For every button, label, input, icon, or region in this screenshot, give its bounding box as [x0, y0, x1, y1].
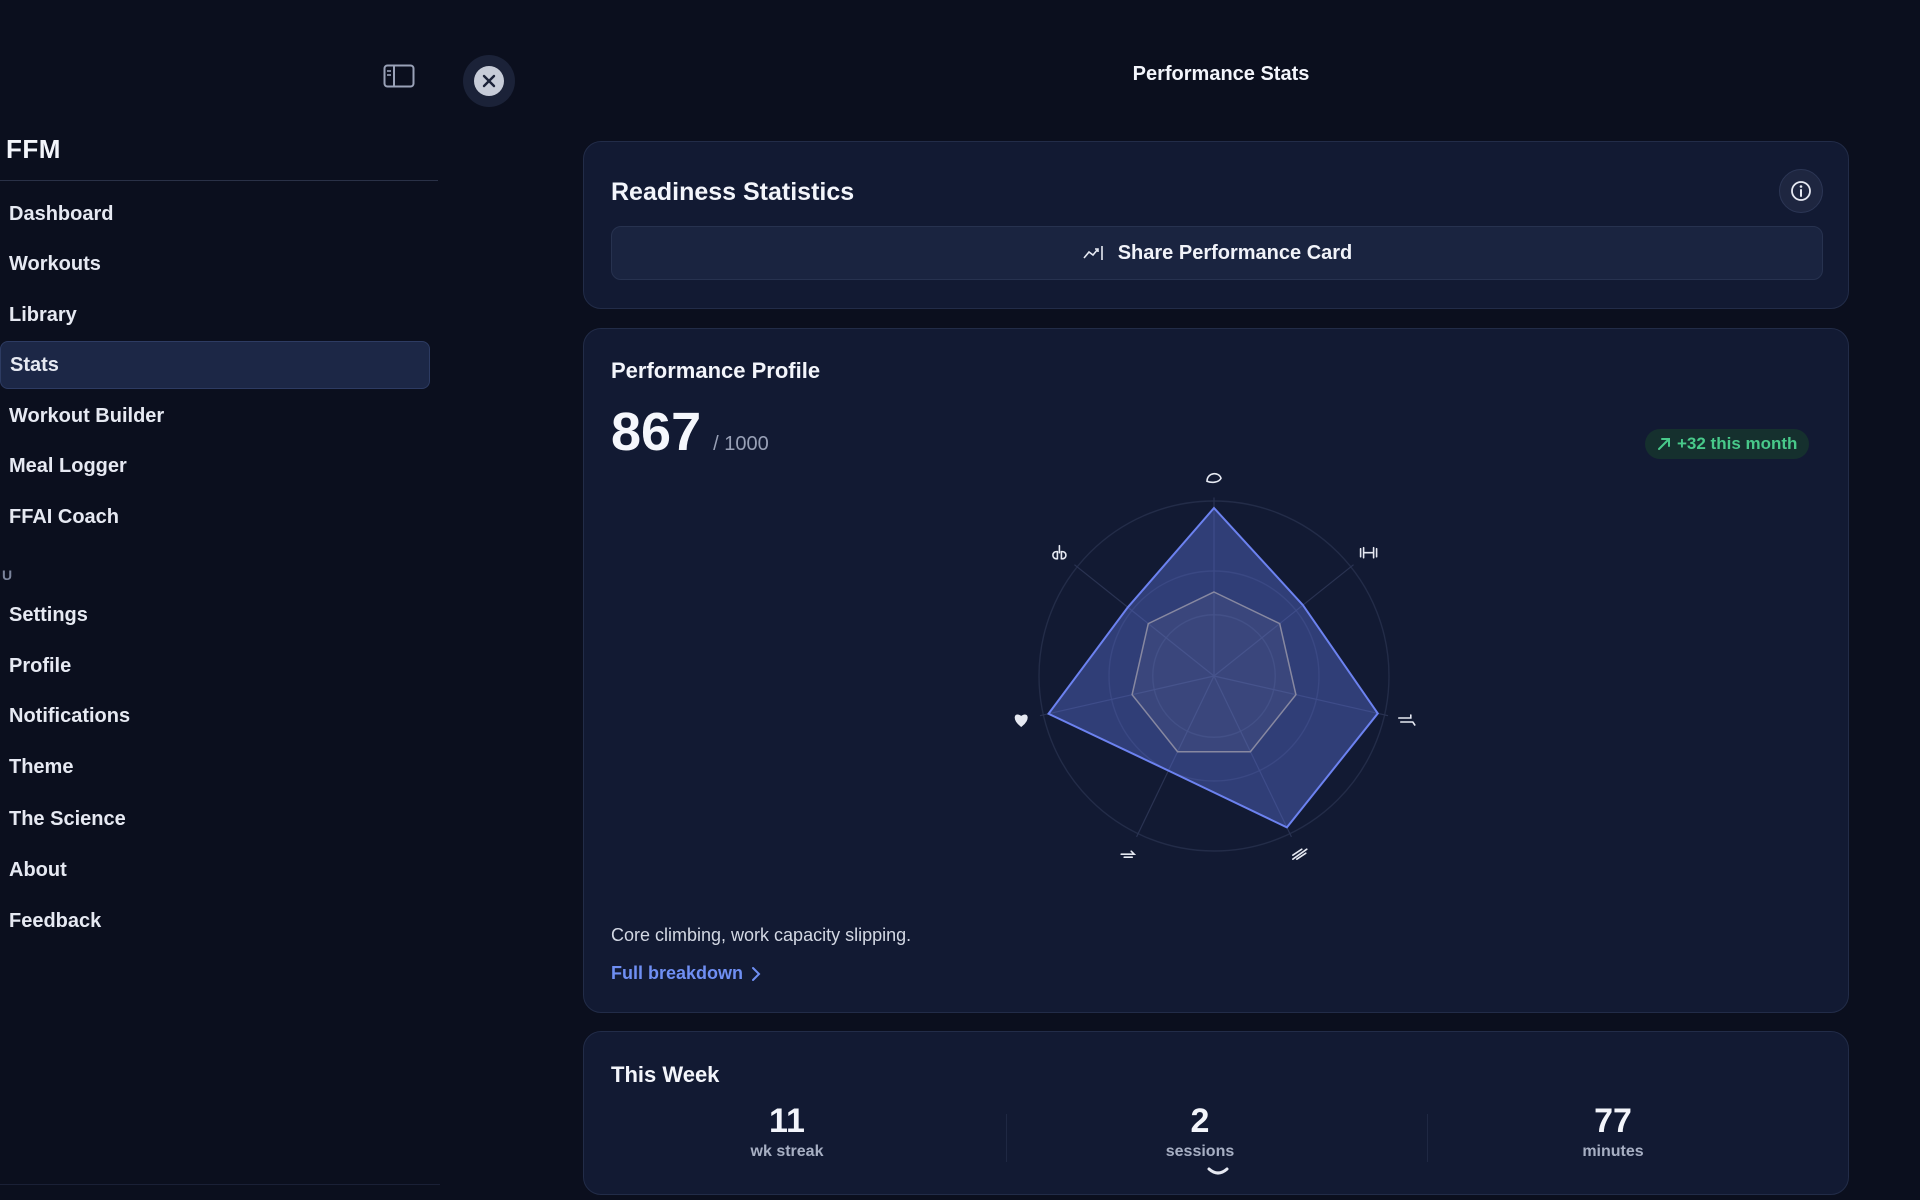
sidebar-item-feedback[interactable]: Feedback — [0, 897, 430, 945]
radar-axis-line — [1213, 675, 1292, 838]
stat-value: 77 — [1594, 1102, 1632, 1140]
sidebar-item-meal-logger[interactable]: Meal Logger — [0, 442, 430, 490]
this-week-title: This Week — [611, 1062, 720, 1087]
sidebar-item-label: Settings — [9, 603, 88, 626]
sidebar-item-label: The Science — [9, 807, 126, 830]
sidebar-bottom-divider — [0, 1184, 440, 1185]
page-title: Performance Stats — [1132, 63, 1310, 85]
stat-sessions: 2 sessions — [1060, 1102, 1340, 1161]
close-button[interactable] — [463, 55, 515, 107]
share-icon — [1083, 246, 1103, 260]
app-brand: FFM — [6, 134, 61, 164]
readiness-card: Readiness Statistics Share Performance C… — [583, 141, 1849, 309]
profile-insight: Core climbing, work capacity slipping. — [611, 925, 912, 945]
sidebar-item-the-science[interactable]: The Science — [0, 795, 430, 843]
scroll-down-chevron-icon[interactable] — [1206, 1166, 1230, 1180]
sidebar-item-dashboard[interactable]: Dashboard — [0, 190, 430, 238]
stat-streak: 11 wk streak — [647, 1102, 927, 1161]
sidebar-item-label: About — [9, 858, 67, 881]
sidebar-item-label: Profile — [9, 654, 72, 677]
score-value: 867 — [611, 402, 702, 462]
stat-label: wk streak — [750, 1143, 824, 1160]
sidebar-item-label: Feedback — [9, 909, 102, 932]
info-icon — [1791, 181, 1811, 201]
stat-minutes: 77 minutes — [1473, 1102, 1753, 1161]
sprint-icon — [1291, 848, 1308, 861]
sidebar-item-theme[interactable]: Theme — [0, 743, 430, 791]
brand-divider — [0, 180, 438, 181]
lungs-icon — [1052, 544, 1067, 560]
readiness-title: Readiness Statistics — [611, 178, 855, 206]
sidebar-item-notifications[interactable]: Notifications — [0, 692, 430, 740]
info-button[interactable] — [1779, 169, 1823, 213]
radar-axis-line — [1039, 675, 1215, 717]
sidebar-item-label: Workout Builder — [9, 404, 165, 427]
score-max: / 1000 — [713, 433, 769, 455]
sidebar-item-label: Workouts — [9, 252, 101, 275]
radar-baseline-polygon — [1131, 591, 1297, 753]
sidebar-item-workout-builder[interactable]: Workout Builder — [0, 392, 430, 440]
score: 867 / 1000 — [611, 401, 769, 463]
sidebar-item-settings[interactable]: Settings — [0, 591, 430, 639]
full-breakdown-link[interactable]: Full breakdown — [611, 963, 761, 984]
stat-value: 2 — [1190, 1102, 1210, 1140]
share-performance-card-button[interactable]: Share Performance Card — [611, 226, 1823, 280]
sidebar-item-label: Meal Logger — [9, 454, 127, 477]
sidebar-item-label: Theme — [9, 755, 74, 778]
stat-label: sessions — [1165, 1143, 1235, 1160]
radar-axis-line — [1074, 564, 1215, 677]
sidebar-item-library[interactable]: Library — [0, 291, 430, 339]
chevron-right-icon — [752, 966, 761, 981]
sidebar-item-label: FFAI Coach — [9, 505, 120, 528]
sidebar: FFM Dashboard Workouts Library Stats Wor… — [0, 0, 440, 1200]
trend-badge: +32 this month — [1645, 429, 1810, 459]
radar-current-polygon — [1046, 506, 1380, 829]
sidebar-item-label: Library — [9, 303, 77, 326]
dumbbell-icon — [1359, 546, 1378, 559]
sidebar-section-label: U — [2, 567, 13, 583]
this-week-card: This Week 11 wk streak 2 sessions 77 min… — [583, 1031, 1849, 1195]
sidebar-item-about[interactable]: About — [0, 846, 430, 894]
radar-axis-line — [1136, 675, 1215, 838]
strength-icon — [1206, 472, 1222, 484]
trend-text: +32 this month — [1677, 434, 1798, 453]
stat-label: minutes — [1582, 1143, 1644, 1160]
performance-radar-chart — [1014, 472, 1416, 861]
stat-divider — [1006, 1114, 1007, 1162]
full-breakdown-label: Full breakdown — [611, 963, 744, 983]
arrow-up-right-icon — [1658, 438, 1670, 450]
mobility-icon — [1120, 850, 1137, 859]
sidebar-toggle-icon[interactable] — [383, 63, 415, 89]
profile-title: Performance Profile — [611, 358, 821, 383]
sidebar-item-label: Notifications — [9, 704, 131, 727]
sidebar-item-ffai-coach[interactable]: FFAI Coach — [0, 493, 430, 541]
sidebar-item-workouts[interactable]: Workouts — [0, 240, 430, 288]
radar-axis-line — [1213, 564, 1354, 677]
performance-profile-card: Performance Profile 867 / 1000 +32 this … — [583, 328, 1849, 1013]
speed-icon — [1397, 714, 1416, 726]
sidebar-item-label: Stats — [10, 353, 59, 376]
close-icon — [474, 66, 504, 96]
radar-axis-line — [1213, 675, 1389, 717]
sidebar-item-label: Dashboard — [9, 202, 114, 225]
sidebar-item-stats[interactable]: Stats — [0, 341, 430, 389]
share-button-label: Share Performance Card — [1117, 241, 1353, 264]
stat-divider — [1427, 1114, 1428, 1162]
sidebar-item-profile[interactable]: Profile — [0, 642, 430, 690]
heart-icon — [1014, 714, 1028, 728]
stat-value: 11 — [769, 1102, 805, 1140]
